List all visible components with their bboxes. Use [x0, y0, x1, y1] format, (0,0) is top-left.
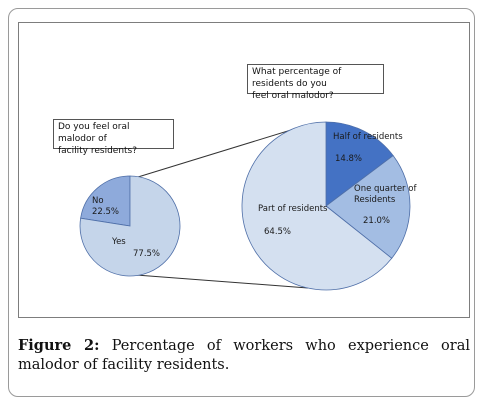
caption-text: Percentage of workers who experience ora…: [18, 338, 470, 373]
pie-small-value-1: 77.5%: [133, 249, 160, 259]
pie-large-slice-2: [241, 121, 393, 291]
pie-large-title: What percentage of residents do you feel…: [247, 64, 384, 101]
pie-small-title: Do you feel oral malodor of facility res…: [53, 119, 174, 156]
pie-large-value-0: 14.8%: [335, 154, 362, 164]
connector-line-top: [137, 125, 305, 178]
pie-large-value-1: 21.0%: [363, 216, 390, 226]
pie-small: [79, 175, 181, 277]
pie-small-value-0: 22.5%: [92, 207, 119, 217]
figure-caption: Figure 2: Percentage of workers who expe…: [18, 336, 470, 375]
pie-large-label-1: One quarter of Residents: [354, 184, 417, 205]
pie-large-value-2: 64.5%: [264, 227, 291, 237]
connector-line-bottom: [135, 274, 309, 289]
figure-label: Figure 2:: [18, 337, 100, 354]
pie-large: [241, 121, 411, 291]
pie-small-label-0: No: [92, 196, 104, 206]
pie-small-slice-0: [80, 175, 131, 227]
pie-small-slice-1: [79, 175, 181, 277]
pie-large-label-0: Half of residents: [333, 132, 403, 142]
pie-small-label-1: Yes: [111, 237, 126, 247]
pie-large-slice-1: [325, 155, 411, 259]
pie-connectors: [135, 125, 309, 289]
pie-large-label-2: Part of residents: [258, 204, 328, 214]
pie-large-slice-0: [325, 121, 394, 207]
